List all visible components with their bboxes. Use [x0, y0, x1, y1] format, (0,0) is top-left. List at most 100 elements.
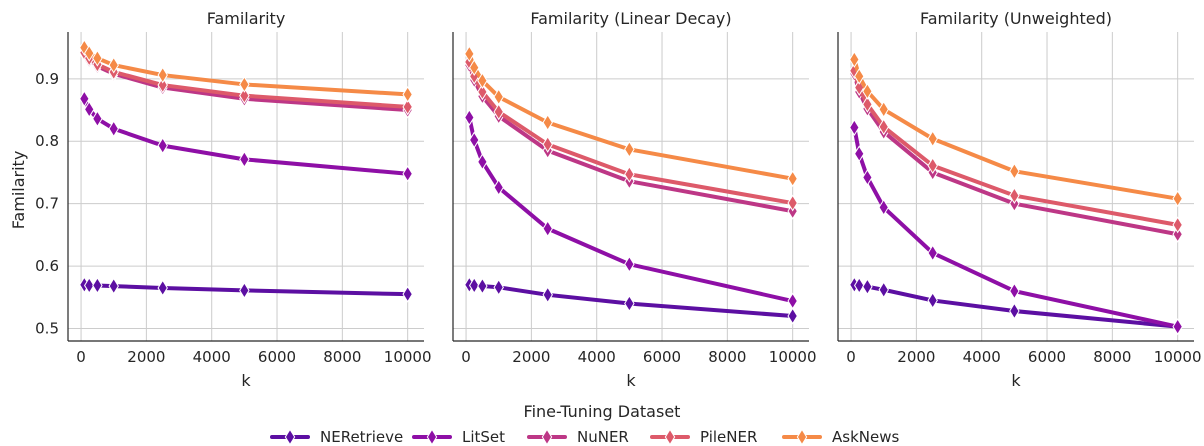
x-tick-label: 2000	[512, 348, 550, 366]
x-tick-label: 0	[846, 348, 856, 366]
data-point	[464, 45, 475, 63]
data-point	[83, 100, 95, 118]
series-line	[467, 63, 795, 214]
data-point	[542, 286, 553, 304]
x-tick-label: 2000	[897, 348, 935, 366]
x-tick-label: 6000	[1028, 348, 1066, 366]
data-point	[477, 153, 488, 171]
data-point	[493, 178, 504, 196]
y-tick-label: 0.9	[35, 70, 59, 88]
data-point	[624, 140, 635, 158]
x-tick-label: 8000	[708, 348, 746, 366]
data-point	[862, 82, 873, 100]
y-tick-label: 0.7	[35, 195, 59, 213]
data-point	[624, 295, 635, 312]
series-asknews	[464, 45, 798, 188]
data-point	[853, 67, 865, 85]
legend-item-litset: LitSet	[412, 428, 505, 446]
y-tick-label: 0.6	[35, 257, 59, 275]
data-point	[239, 87, 250, 105]
legend-label: NuNER	[577, 428, 629, 446]
data-point	[157, 76, 168, 94]
x-tick-label: 6000	[643, 348, 681, 366]
legend-label: LitSet	[462, 428, 505, 446]
panel-title: Familarity	[207, 9, 286, 28]
data-point	[468, 276, 480, 294]
legend-marker	[541, 428, 553, 446]
panels: 0 2000 4000 6000 8000 10000 0.5 0.6 0.7 0.8 0.9 Fam…	[35, 9, 1201, 390]
data-point	[83, 276, 95, 294]
data-point	[92, 276, 103, 294]
data-point	[862, 278, 873, 296]
x-tick-label: 8000	[323, 348, 361, 366]
data-point	[542, 135, 553, 153]
data-point	[477, 83, 488, 101]
x-tick-label: 10000	[1154, 348, 1202, 366]
data-point	[927, 291, 938, 309]
panel-3: 0 2000 4000 6000 8000 10000 Familarity (Unweig…	[837, 9, 1202, 390]
series-pilener	[849, 62, 1183, 234]
data-point	[493, 88, 504, 106]
data-point	[1009, 187, 1020, 205]
data-point	[1172, 318, 1183, 336]
data-point	[468, 59, 480, 77]
data-point	[477, 277, 488, 295]
data-point	[1172, 216, 1183, 234]
series-asknews	[79, 39, 413, 103]
legend-marker	[664, 428, 676, 446]
legend-item-nuner: NuNER	[527, 428, 629, 446]
data-point	[624, 165, 635, 183]
legend-label: PileNER	[700, 428, 757, 446]
data-point	[402, 85, 413, 103]
data-point	[862, 95, 873, 113]
data-point	[157, 137, 168, 155]
x-tick-label: 10000	[769, 348, 817, 366]
data-point	[402, 285, 413, 303]
data-point	[92, 110, 103, 128]
series-litset	[464, 109, 798, 310]
data-point	[464, 109, 475, 126]
legend-marker	[426, 428, 438, 446]
x-axis-label: k	[626, 371, 636, 390]
data-point	[402, 165, 413, 183]
series-pilener	[464, 53, 798, 212]
series-neretrieve	[79, 276, 413, 303]
x-tick-label: 6000	[258, 348, 296, 366]
data-point	[853, 276, 865, 294]
panel-title: Familarity (Linear Decay)	[530, 9, 731, 28]
data-point	[1009, 282, 1020, 300]
data-point	[239, 281, 250, 299]
x-tick-label: 4000	[578, 348, 616, 366]
data-point	[542, 220, 553, 238]
data-point	[239, 75, 250, 93]
series-asknews	[849, 51, 1183, 208]
legend-label: AskNews	[832, 428, 899, 446]
panel-2: 0 2000 4000 6000 8000 10000 Familarity (Linear…	[452, 9, 817, 390]
panel-1: 0 2000 4000 6000 8000 10000 0.5 0.6 0.7 0.8 0.9 Fam…	[35, 9, 431, 390]
y-tick-label: 0.8	[35, 132, 59, 150]
x-tick-label: 4000	[963, 348, 1001, 366]
legend-label: NERetrieve	[320, 428, 403, 446]
x-tick-label: 2000	[127, 348, 165, 366]
data-point	[787, 307, 798, 325]
data-point	[1172, 190, 1183, 208]
data-point	[927, 244, 938, 262]
data-point	[92, 49, 103, 67]
x-axis-label: k	[1011, 371, 1021, 390]
data-point	[927, 157, 938, 175]
data-point	[157, 279, 168, 297]
legend-title: Fine-Tuning Dataset	[524, 402, 681, 421]
data-point	[1172, 225, 1183, 243]
data-point	[108, 120, 119, 138]
data-point	[787, 170, 798, 188]
data-point	[402, 98, 413, 116]
data-point	[853, 145, 865, 163]
data-point	[878, 281, 889, 299]
series-line	[467, 51, 795, 181]
x-tick-label: 4000	[193, 348, 231, 366]
data-point	[157, 66, 168, 84]
series-litset	[849, 119, 1183, 336]
series-neretrieve	[464, 276, 798, 325]
data-point	[878, 118, 889, 136]
y-tick-label: 0.5	[35, 320, 59, 338]
